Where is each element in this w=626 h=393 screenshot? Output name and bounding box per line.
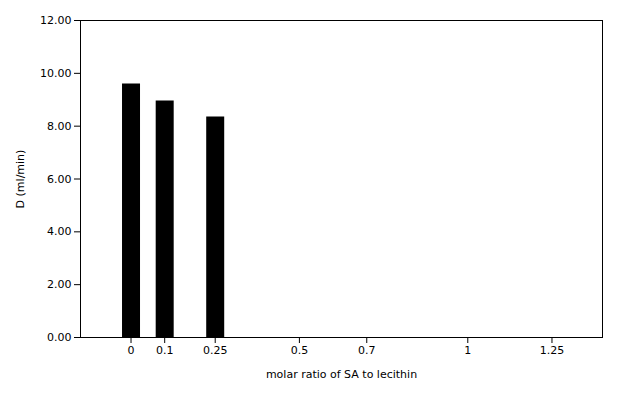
svg-text:0.25: 0.25 [203, 344, 228, 357]
svg-text:D (ml/min): D (ml/min) [14, 150, 27, 209]
svg-text:8.00: 8.00 [47, 120, 72, 133]
svg-text:molar ratio of SA to lecithin: molar ratio of SA to lecithin [266, 368, 417, 381]
svg-text:10.00: 10.00 [40, 67, 72, 80]
svg-text:6.00: 6.00 [47, 173, 72, 186]
svg-text:0.1: 0.1 [156, 344, 174, 357]
svg-text:0: 0 [128, 344, 135, 357]
svg-text:4.00: 4.00 [47, 225, 72, 238]
svg-text:0.7: 0.7 [358, 344, 376, 357]
svg-text:1: 1 [464, 344, 471, 357]
svg-text:1.25: 1.25 [540, 344, 565, 357]
svg-text:12.00: 12.00 [40, 14, 72, 27]
svg-text:0.5: 0.5 [291, 344, 309, 357]
svg-text:0.00: 0.00 [47, 331, 72, 344]
svg-text:2.00: 2.00 [47, 278, 72, 291]
